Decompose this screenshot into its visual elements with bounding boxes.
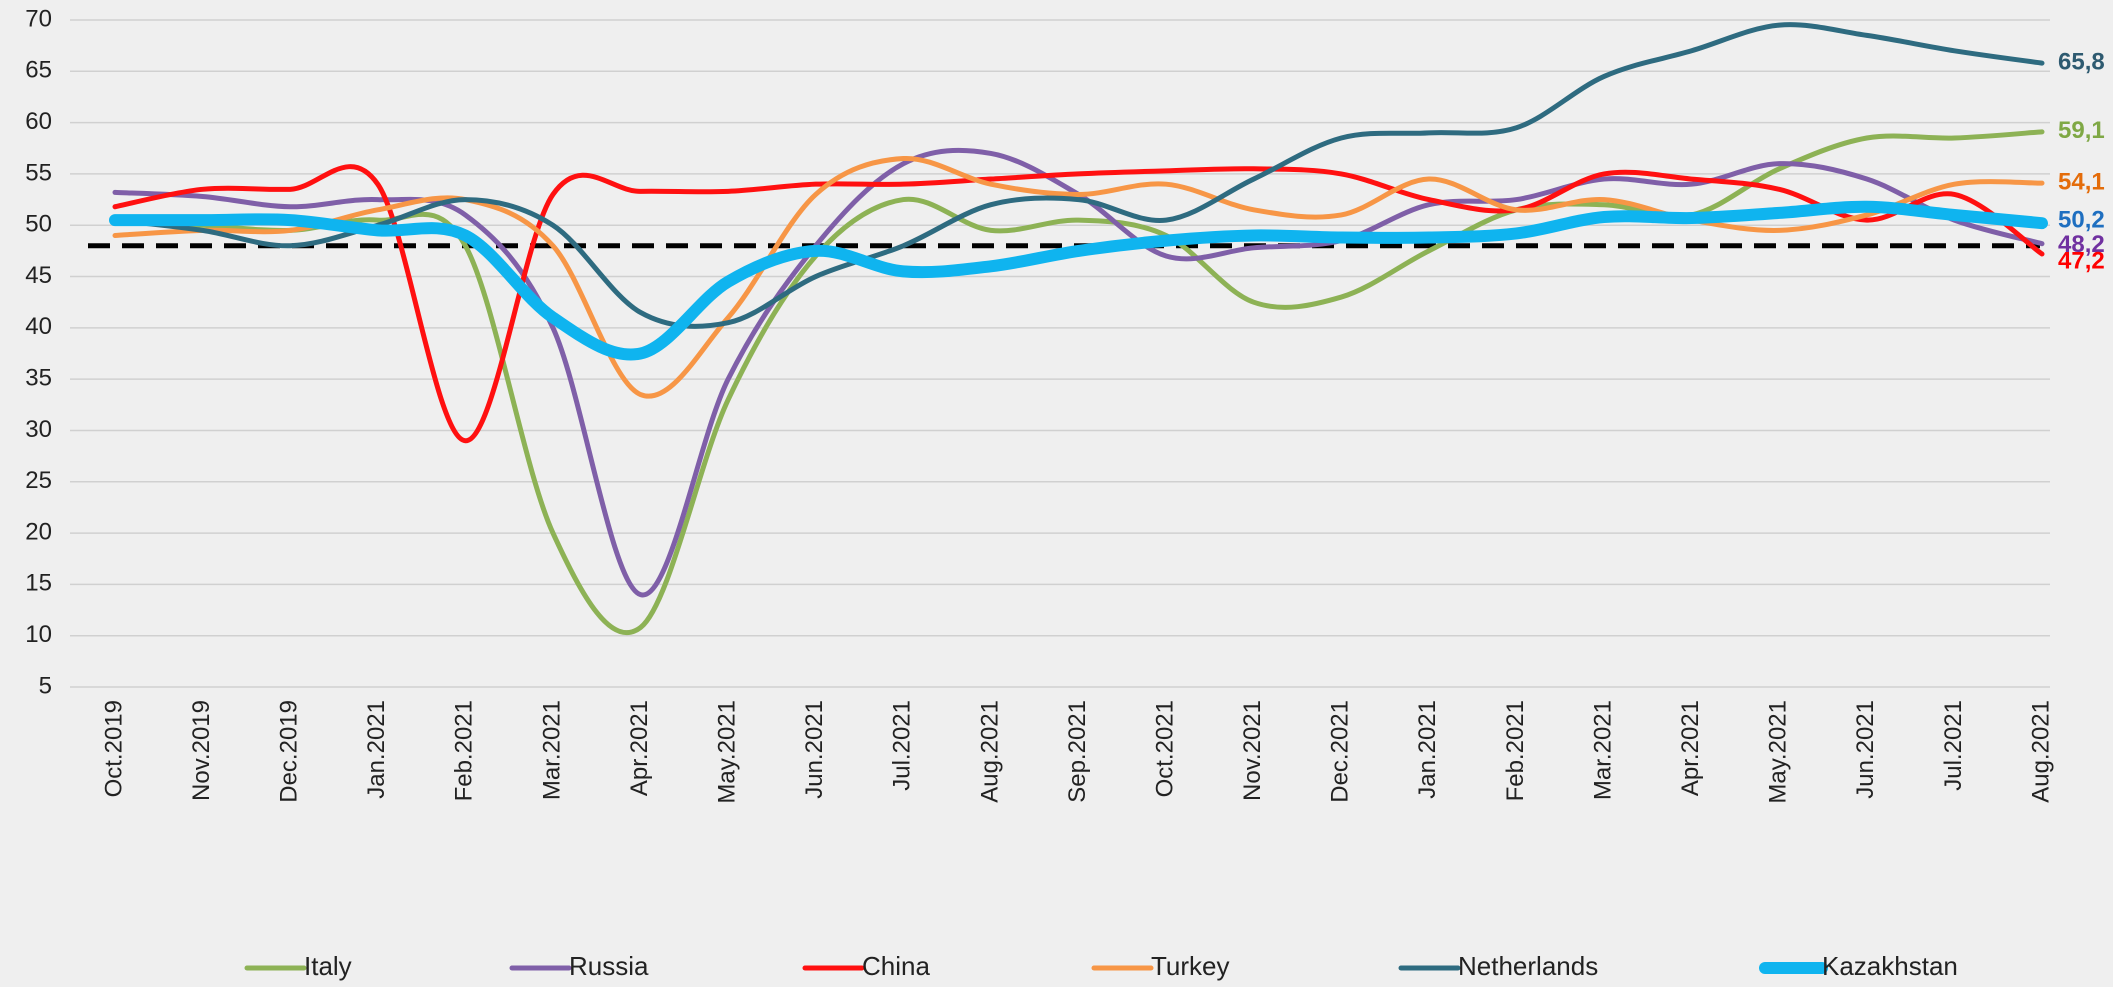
series-line bbox=[112, 129, 2045, 636]
x-tick-label: Jun.2021 bbox=[1852, 700, 1879, 799]
legend-label: Kazakhstan bbox=[1822, 951, 1958, 981]
y-tick-label: 55 bbox=[25, 159, 52, 186]
y-tick-label: 30 bbox=[25, 416, 52, 443]
x-tick-label: Nov.2021 bbox=[1239, 700, 1266, 801]
legend-item: Turkey bbox=[1091, 951, 1230, 981]
x-tick-label: Dec.2021 bbox=[1327, 700, 1354, 803]
x-tick-label: Apr.2021 bbox=[1677, 700, 1704, 796]
series-line bbox=[109, 200, 2048, 361]
legend-item: Netherlands bbox=[1398, 951, 1598, 981]
legend-label: Turkey bbox=[1151, 951, 1230, 981]
end-label: 59,1 bbox=[2058, 117, 2105, 144]
end-label: 50,2 bbox=[2058, 207, 2105, 234]
x-tick-label: Oct.2019 bbox=[100, 700, 127, 797]
legend-item: Kazakhstan bbox=[1759, 951, 1958, 981]
y-tick-label: 50 bbox=[25, 211, 52, 238]
y-tick-label: 10 bbox=[25, 621, 52, 648]
x-tick-label: Jan.2021 bbox=[1414, 700, 1441, 799]
x-tick-label: Sep.2021 bbox=[1064, 700, 1091, 803]
x-tick-label: Aug.2021 bbox=[976, 700, 1003, 803]
end-label: 65,8 bbox=[2058, 48, 2105, 75]
legend-item: China bbox=[802, 951, 930, 981]
x-tick-label: Jul.2021 bbox=[1940, 700, 1967, 791]
series-line bbox=[112, 147, 2045, 598]
y-tick-label: 5 bbox=[39, 672, 52, 699]
y-tick-label: 70 bbox=[25, 5, 52, 32]
series-line bbox=[112, 22, 2045, 329]
x-tick-label: Dec.2019 bbox=[276, 700, 303, 803]
x-tick-label: Aug.2021 bbox=[2027, 700, 2054, 803]
x-tick-label: Nov.2019 bbox=[188, 700, 215, 801]
y-tick-label: 25 bbox=[25, 467, 52, 494]
x-tick-label: May.2021 bbox=[713, 700, 740, 804]
legend-label: China bbox=[862, 951, 930, 981]
x-tick-label: Jun.2021 bbox=[801, 700, 828, 799]
series-line bbox=[112, 156, 2045, 399]
y-tick-label: 20 bbox=[25, 518, 52, 545]
y-tick-label: 40 bbox=[25, 313, 52, 340]
x-tick-label: Apr.2021 bbox=[626, 700, 653, 796]
y-tick-label: 65 bbox=[25, 57, 52, 84]
x-tick-label: Oct.2021 bbox=[1151, 700, 1178, 797]
x-tick-label: Mar.2021 bbox=[1589, 700, 1616, 800]
y-tick-label: 35 bbox=[25, 364, 52, 391]
legend-item: Russia bbox=[509, 951, 649, 981]
x-tick-label: Feb.2021 bbox=[1502, 700, 1529, 801]
series-line bbox=[112, 164, 2045, 444]
end-label: 48,2 bbox=[2058, 231, 2105, 258]
x-tick-label: Jul.2021 bbox=[889, 700, 916, 791]
y-tick-label: 15 bbox=[25, 570, 52, 597]
legend-label: Netherlands bbox=[1458, 951, 1598, 981]
end-label: 54,1 bbox=[2058, 169, 2105, 196]
x-tick-label: Jan.2021 bbox=[363, 700, 390, 799]
y-tick-label: 60 bbox=[25, 108, 52, 135]
y-tick-label: 45 bbox=[25, 262, 52, 289]
x-tick-label: Feb.2021 bbox=[451, 700, 478, 801]
x-tick-label: Mar.2021 bbox=[538, 700, 565, 800]
legend-label: Russia bbox=[569, 951, 649, 981]
end-label: 47,2 bbox=[2058, 247, 2105, 274]
x-tick-label: May.2021 bbox=[1765, 700, 1792, 804]
legend-label: Italy bbox=[304, 951, 352, 981]
legend-item: Italy bbox=[244, 951, 352, 981]
